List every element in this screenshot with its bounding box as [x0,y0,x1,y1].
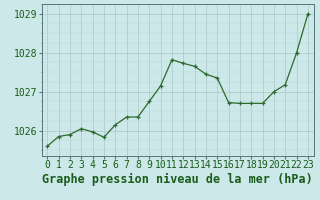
X-axis label: Graphe pression niveau de la mer (hPa): Graphe pression niveau de la mer (hPa) [42,173,313,186]
